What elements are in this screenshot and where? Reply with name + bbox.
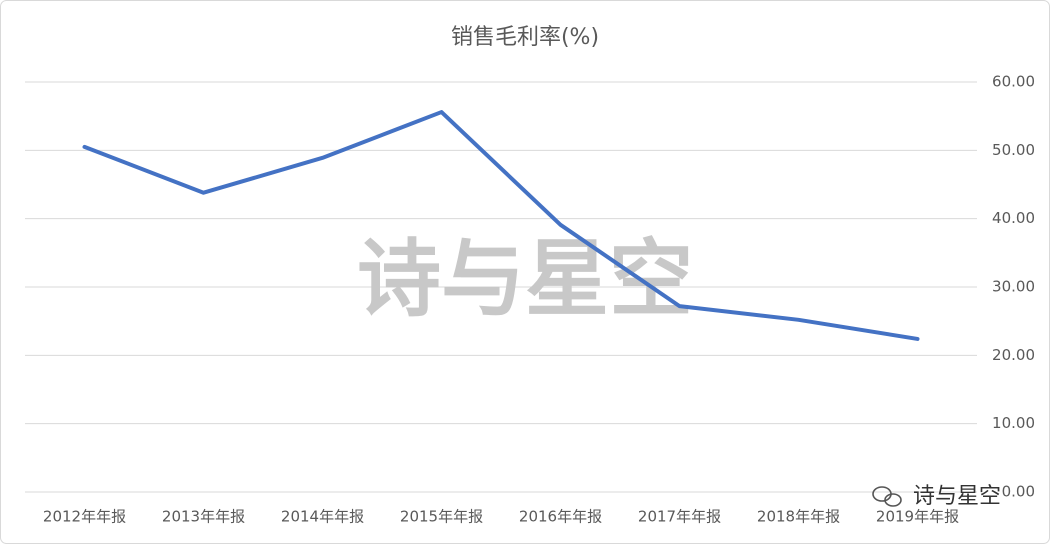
x-tick-label: 2018年年报	[757, 508, 840, 526]
x-tick-label: 2017年年报	[638, 508, 721, 526]
y-tick-label: 10.00	[992, 414, 1035, 432]
plot	[82, 110, 920, 341]
chart-title: 销售毛利率(%)	[451, 25, 599, 50]
y-tick-label: 50.00	[992, 141, 1035, 159]
grid: 0.00 10.00 20.00 30.00 40.00 50.00 60.00 2012年年…	[25, 73, 1035, 526]
x-tick-label: 2016年年报	[519, 508, 602, 526]
y-tick-label: 30.00	[992, 278, 1035, 296]
x-tick-label: 2013年年报	[162, 508, 245, 526]
x-tick-label: 2015年年报	[400, 508, 483, 526]
wechat-icon	[872, 486, 902, 507]
x-tick-label: 2012年年报	[43, 508, 126, 526]
series-line	[82, 110, 920, 341]
footer-watermark: 诗与星空	[913, 484, 1001, 509]
y-tick-label: 40.00	[992, 209, 1035, 227]
x-tick-label: 2014年年报	[281, 508, 364, 526]
x-tick-label: 2019年年报	[876, 508, 959, 526]
y-tick-label: 20.00	[992, 346, 1035, 364]
y-tick-label: 0.00	[1002, 483, 1035, 501]
y-tick-label: 60.00	[992, 73, 1035, 91]
